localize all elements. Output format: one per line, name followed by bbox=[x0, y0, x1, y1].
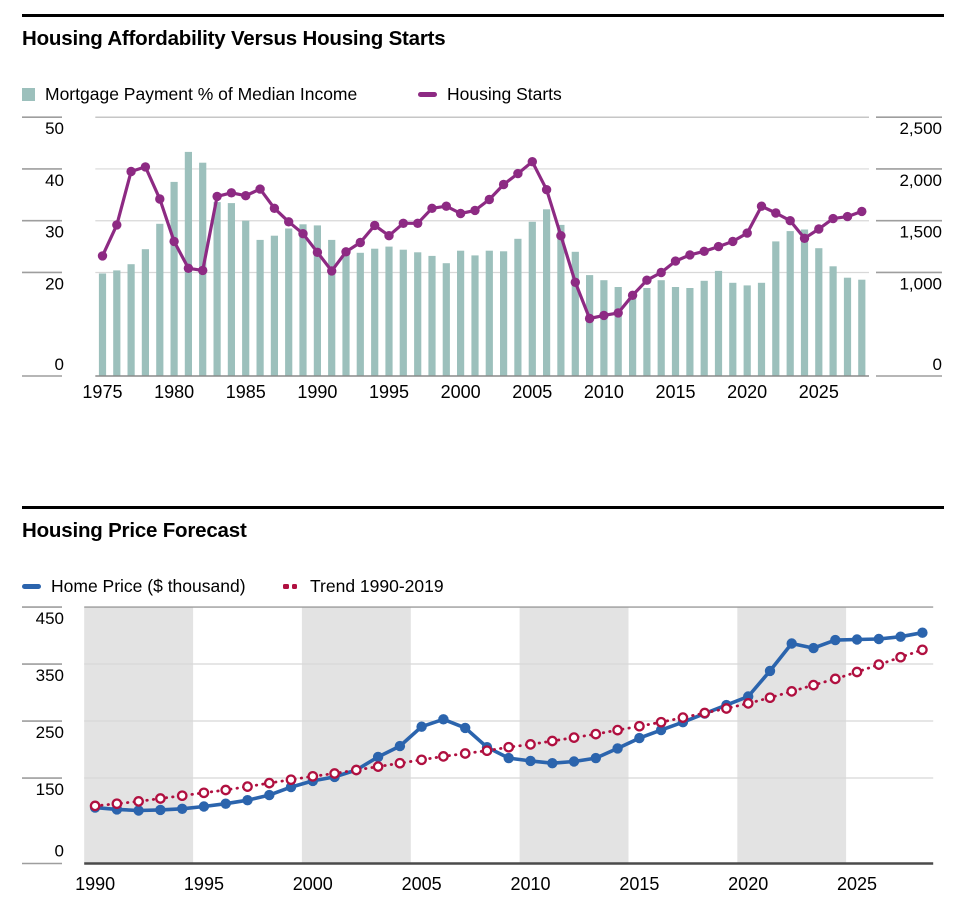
svg-text:2000: 2000 bbox=[441, 382, 481, 402]
x-axis-labels: 1975 1980 1985 1990 1995 2000 2005 2010 2015 2020… bbox=[82, 382, 838, 402]
svg-text:2015: 2015 bbox=[656, 382, 696, 402]
shaded-bands bbox=[84, 607, 847, 864]
svg-text:2025: 2025 bbox=[799, 382, 839, 402]
svg-text:450: 450 bbox=[36, 609, 64, 628]
top-rule bbox=[22, 14, 944, 17]
housing-price-forecast-chart: 450 350 250 150 0 1990 1995 2000 2005 2010 2015 202… bbox=[22, 606, 934, 894]
svg-text:0: 0 bbox=[933, 355, 942, 374]
axis-labels: 450 350 250 150 0 bbox=[22, 606, 64, 865]
svg-text:1975: 1975 bbox=[82, 382, 122, 402]
trend-line bbox=[89, 644, 928, 812]
svg-text:1980: 1980 bbox=[154, 382, 194, 402]
svg-text:0: 0 bbox=[55, 842, 64, 861]
svg-text:250: 250 bbox=[36, 723, 64, 742]
chart1-legend-label-line: Housing Starts bbox=[447, 84, 562, 104]
svg-text:2000: 2000 bbox=[293, 874, 333, 894]
trend-swatch-icon bbox=[283, 583, 300, 590]
svg-text:1990: 1990 bbox=[297, 382, 337, 402]
svg-text:2020: 2020 bbox=[728, 874, 768, 894]
housing-starts-swatch-icon bbox=[418, 92, 437, 97]
chart2-legend: Home Price ($ thousand) Trend 1990-2019 bbox=[22, 576, 944, 596]
svg-text:0: 0 bbox=[55, 355, 64, 374]
housing-starts-line bbox=[97, 157, 867, 324]
mortgage-payment-bars bbox=[98, 151, 866, 376]
svg-text:2020: 2020 bbox=[727, 382, 767, 402]
x-axis-labels: 1990 1995 2000 2005 2010 2015 2020 2025 bbox=[75, 874, 877, 894]
svg-text:2005: 2005 bbox=[402, 874, 442, 894]
chart1-legend-label-bars: Mortgage Payment % of Median Income bbox=[45, 84, 358, 104]
chart1-legend: Mortgage Payment % of Median Income Hous… bbox=[22, 84, 944, 104]
svg-text:30: 30 bbox=[45, 223, 64, 242]
svg-text:2005: 2005 bbox=[512, 382, 552, 402]
gridlines bbox=[84, 606, 934, 779]
svg-text:1995: 1995 bbox=[369, 382, 409, 402]
bottom-rule bbox=[22, 506, 944, 509]
svg-text:350: 350 bbox=[36, 666, 64, 685]
svg-text:40: 40 bbox=[45, 171, 64, 190]
svg-text:2,500: 2,500 bbox=[899, 119, 942, 138]
svg-text:2010: 2010 bbox=[584, 382, 624, 402]
svg-text:1995: 1995 bbox=[184, 874, 224, 894]
chart2-legend-label-price: Home Price ($ thousand) bbox=[51, 576, 246, 596]
chart2-title: Housing Price Forecast bbox=[22, 519, 247, 542]
chart2-legend-label-trend: Trend 1990-2019 bbox=[310, 576, 444, 596]
mortgage-payment-swatch-icon bbox=[22, 88, 35, 101]
svg-text:150: 150 bbox=[36, 780, 64, 799]
svg-text:2025: 2025 bbox=[837, 874, 877, 894]
home-price-swatch-icon bbox=[22, 584, 41, 589]
svg-text:20: 20 bbox=[45, 274, 64, 293]
axis-labels: 50 40 30 20 0 2,500 2,000 1,500 1,000 0 bbox=[22, 116, 942, 377]
svg-text:2,000: 2,000 bbox=[899, 171, 942, 190]
svg-text:1990: 1990 bbox=[75, 874, 115, 894]
svg-text:2010: 2010 bbox=[510, 874, 550, 894]
svg-text:1,000: 1,000 bbox=[899, 274, 942, 293]
svg-text:50: 50 bbox=[45, 119, 64, 138]
chart1-title: Housing Affordability Versus Housing Sta… bbox=[22, 27, 446, 50]
svg-text:2015: 2015 bbox=[619, 874, 659, 894]
svg-text:1,500: 1,500 bbox=[899, 223, 942, 242]
svg-text:1985: 1985 bbox=[226, 382, 266, 402]
gridlines bbox=[95, 116, 869, 274]
